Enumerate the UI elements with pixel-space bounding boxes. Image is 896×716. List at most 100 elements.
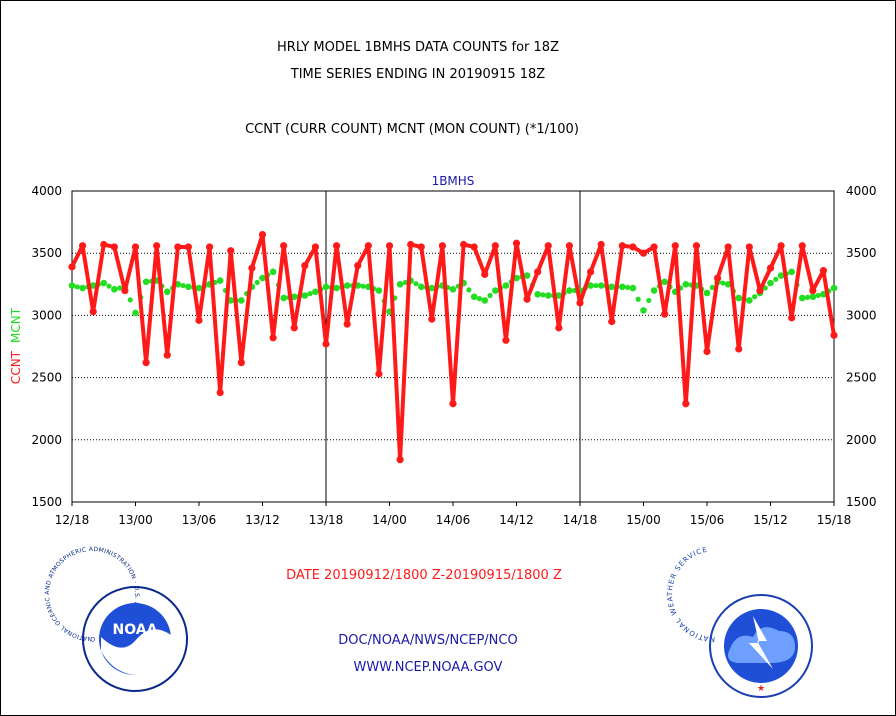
axis-ticks: 1500 1500 2000 2000 2500 2500 3000 3000 3500 3500… xyxy=(31,184,876,527)
mcnt-point-mid xyxy=(360,283,366,289)
y-tick-label-left: 3500 xyxy=(31,246,62,260)
ccnt-point xyxy=(322,340,330,348)
ccnt-point xyxy=(597,240,605,249)
mcnt-point xyxy=(724,281,732,288)
date-range-label: DATE 20190912/1800 Z-20190915/1800 Z xyxy=(286,568,562,583)
mcnt-point-mid xyxy=(106,283,112,289)
ccnt-point xyxy=(258,230,267,239)
x-tick-label: 13/12 xyxy=(245,513,280,527)
star-icon: ★ xyxy=(757,683,765,693)
url-link[interactable]: WWW.NCEP.NOAA.GOV xyxy=(354,660,503,675)
y-axis-label-ccnt: CCNT xyxy=(9,350,23,384)
mcnt-point-mid xyxy=(487,292,493,299)
mcnt-point xyxy=(322,283,330,291)
ccnt-point xyxy=(523,295,531,303)
ccnt-point xyxy=(68,263,76,271)
ccnt-point xyxy=(396,456,404,464)
mcnt-point xyxy=(481,297,489,304)
ccnt-point xyxy=(438,242,447,250)
mcnt-point-mid xyxy=(815,292,821,299)
ccnt-point xyxy=(449,400,457,408)
y-axis-label-mcnt: MCNT xyxy=(9,307,23,343)
noaa-logo-text: NOAA xyxy=(113,622,158,638)
mcnt-point xyxy=(89,282,97,289)
mcnt-point xyxy=(566,287,573,294)
ccnt-point xyxy=(650,243,658,251)
ccnt-point xyxy=(89,308,97,316)
mcnt-point-mid xyxy=(593,282,599,289)
ccnt-point xyxy=(290,324,298,332)
ccnt-point xyxy=(174,243,182,251)
mcnt-point-mid xyxy=(180,282,186,289)
ccnt-point xyxy=(713,274,722,282)
mcnt-point xyxy=(523,272,531,279)
x-tick-label: 15/00 xyxy=(626,513,661,527)
ccnt-point xyxy=(830,331,838,339)
mcnt-point-mid xyxy=(74,284,80,290)
ccnt-point xyxy=(618,242,626,250)
mcnt-point xyxy=(597,282,605,289)
ccnt-point xyxy=(671,242,679,250)
ccnt-point xyxy=(311,243,320,251)
ccnt-point xyxy=(332,242,341,250)
mcnt-point xyxy=(68,282,76,289)
mcnt-point xyxy=(809,293,817,301)
mcnt-point-mid xyxy=(402,279,408,286)
ccnt-point xyxy=(534,268,542,276)
ccnt-point xyxy=(343,320,351,328)
ccnt-point xyxy=(629,243,637,251)
nws-logo: NATIONAL WEATHER SERVICE ★ xyxy=(666,546,813,698)
x-tick-label: 15/12 xyxy=(753,513,788,527)
y-tick-label-left: 3000 xyxy=(31,308,62,322)
mcnt-point xyxy=(629,284,637,292)
y-tick-label-left: 1500 xyxy=(31,495,62,509)
mcnt-point-mid xyxy=(646,297,652,304)
mcnt-point-mid xyxy=(117,285,123,291)
ccnt-point xyxy=(565,242,574,250)
x-tick-label: 15/18 xyxy=(817,513,852,527)
mcnt-point-mid xyxy=(540,292,546,298)
mcnt-point-mid xyxy=(413,281,419,287)
mcnt-point xyxy=(132,309,139,317)
ccnt-point xyxy=(110,243,118,251)
x-tick-label: 14/12 xyxy=(499,513,534,527)
ccnt-point xyxy=(692,242,701,250)
ccnt-point xyxy=(819,267,828,275)
ccnt-point xyxy=(459,240,468,249)
panel-label: 1BMHS xyxy=(432,174,475,188)
x-tick-label: 15/06 xyxy=(690,513,725,527)
ccnt-point xyxy=(502,336,510,344)
mcnt-point xyxy=(767,279,774,287)
y-tick-label-right: 2500 xyxy=(846,371,877,385)
mcnt-point-mid xyxy=(773,276,779,282)
mcnt-point xyxy=(428,284,436,292)
mcnt-point-mid xyxy=(709,284,715,291)
nws-logo-ring-text: NATIONAL WEATHER SERVICE xyxy=(666,546,715,643)
noaa-logo: NATIONAL OCEANIC AND ATMOSPHERIC ADMINIS… xyxy=(1,1,188,692)
plot-area xyxy=(68,230,838,464)
ccnt-point xyxy=(512,239,521,247)
ccnt-point xyxy=(544,242,552,250)
mcnt-point xyxy=(195,284,203,292)
plot-border xyxy=(71,190,835,503)
ccnt-point xyxy=(724,243,732,251)
mcnt-point xyxy=(238,297,245,304)
series-ccnt xyxy=(68,230,838,464)
mcnt-point xyxy=(492,287,499,294)
mcnt-point-mid xyxy=(476,296,483,302)
ccnt-point xyxy=(195,316,203,324)
y-tick-label-left: 4000 xyxy=(31,184,62,198)
chart-subtitle: CCNT (CURR COUNT) MCNT (MON COUNT) (*1/1… xyxy=(245,122,579,137)
mcnt-point xyxy=(375,287,383,294)
ccnt-point xyxy=(248,264,256,272)
ccnt-point xyxy=(121,286,129,295)
x-tick-label: 13/00 xyxy=(118,513,153,527)
mcnt-point xyxy=(703,289,711,297)
ccnt-point xyxy=(364,242,372,250)
ccnt-point xyxy=(661,310,669,318)
mcnt-point xyxy=(142,278,150,286)
ccnt-point xyxy=(78,242,87,250)
ccnt-point xyxy=(216,388,224,397)
ccnt-point xyxy=(227,247,235,255)
